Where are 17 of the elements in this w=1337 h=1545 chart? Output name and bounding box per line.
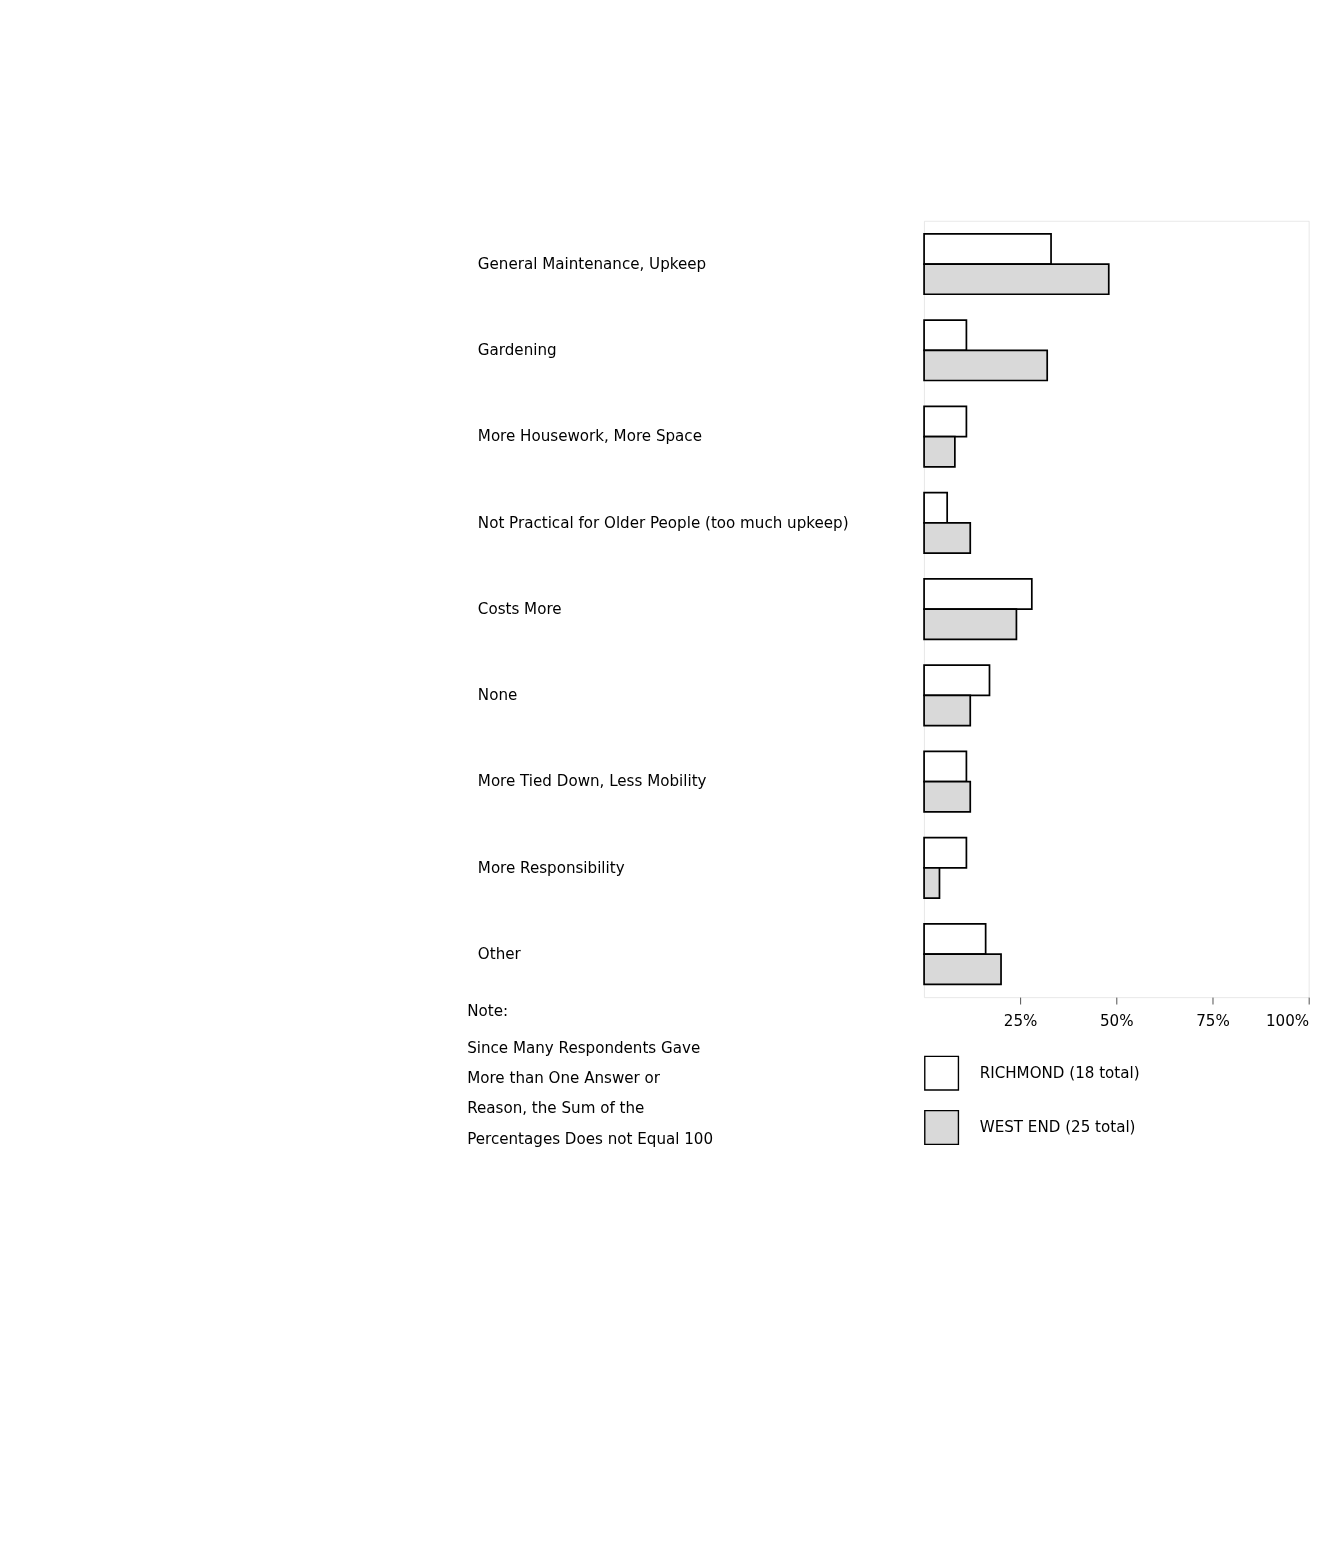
y-tick-label: Costs More — [477, 599, 562, 618]
y-tick-label: More Housework, More Space — [477, 427, 702, 446]
y-tick-label: None — [477, 686, 518, 705]
x-tick-label: 25% — [1003, 1011, 1038, 1030]
x-tick-label: 100% — [1265, 1011, 1310, 1030]
text: Note: — [467, 1001, 509, 1020]
y-tick-label: Not Practical for Older People (too much upkeep) — [477, 513, 849, 532]
legend-label: RICHMOND (18 total) — [979, 1064, 1140, 1083]
x-tick-label: 50% — [1100, 1011, 1134, 1030]
y-tick-label: General Maintenance, Upkeep — [477, 254, 707, 273]
y-tick-label: Gardening — [477, 341, 557, 360]
y-tick-label: More Tied Down, Less Mobility — [477, 772, 707, 791]
text: Since Many Respondents Gave More than One Answer or Reason, the Sum of the Percentages Does not Equal 100 — [467, 1038, 714, 1148]
y-tick-label: More Responsibility — [477, 858, 625, 877]
legend-label: WEST END (25 total) — [979, 1118, 1136, 1137]
x-tick-label: 75% — [1196, 1011, 1230, 1030]
y-tick-label: Other — [477, 944, 522, 963]
